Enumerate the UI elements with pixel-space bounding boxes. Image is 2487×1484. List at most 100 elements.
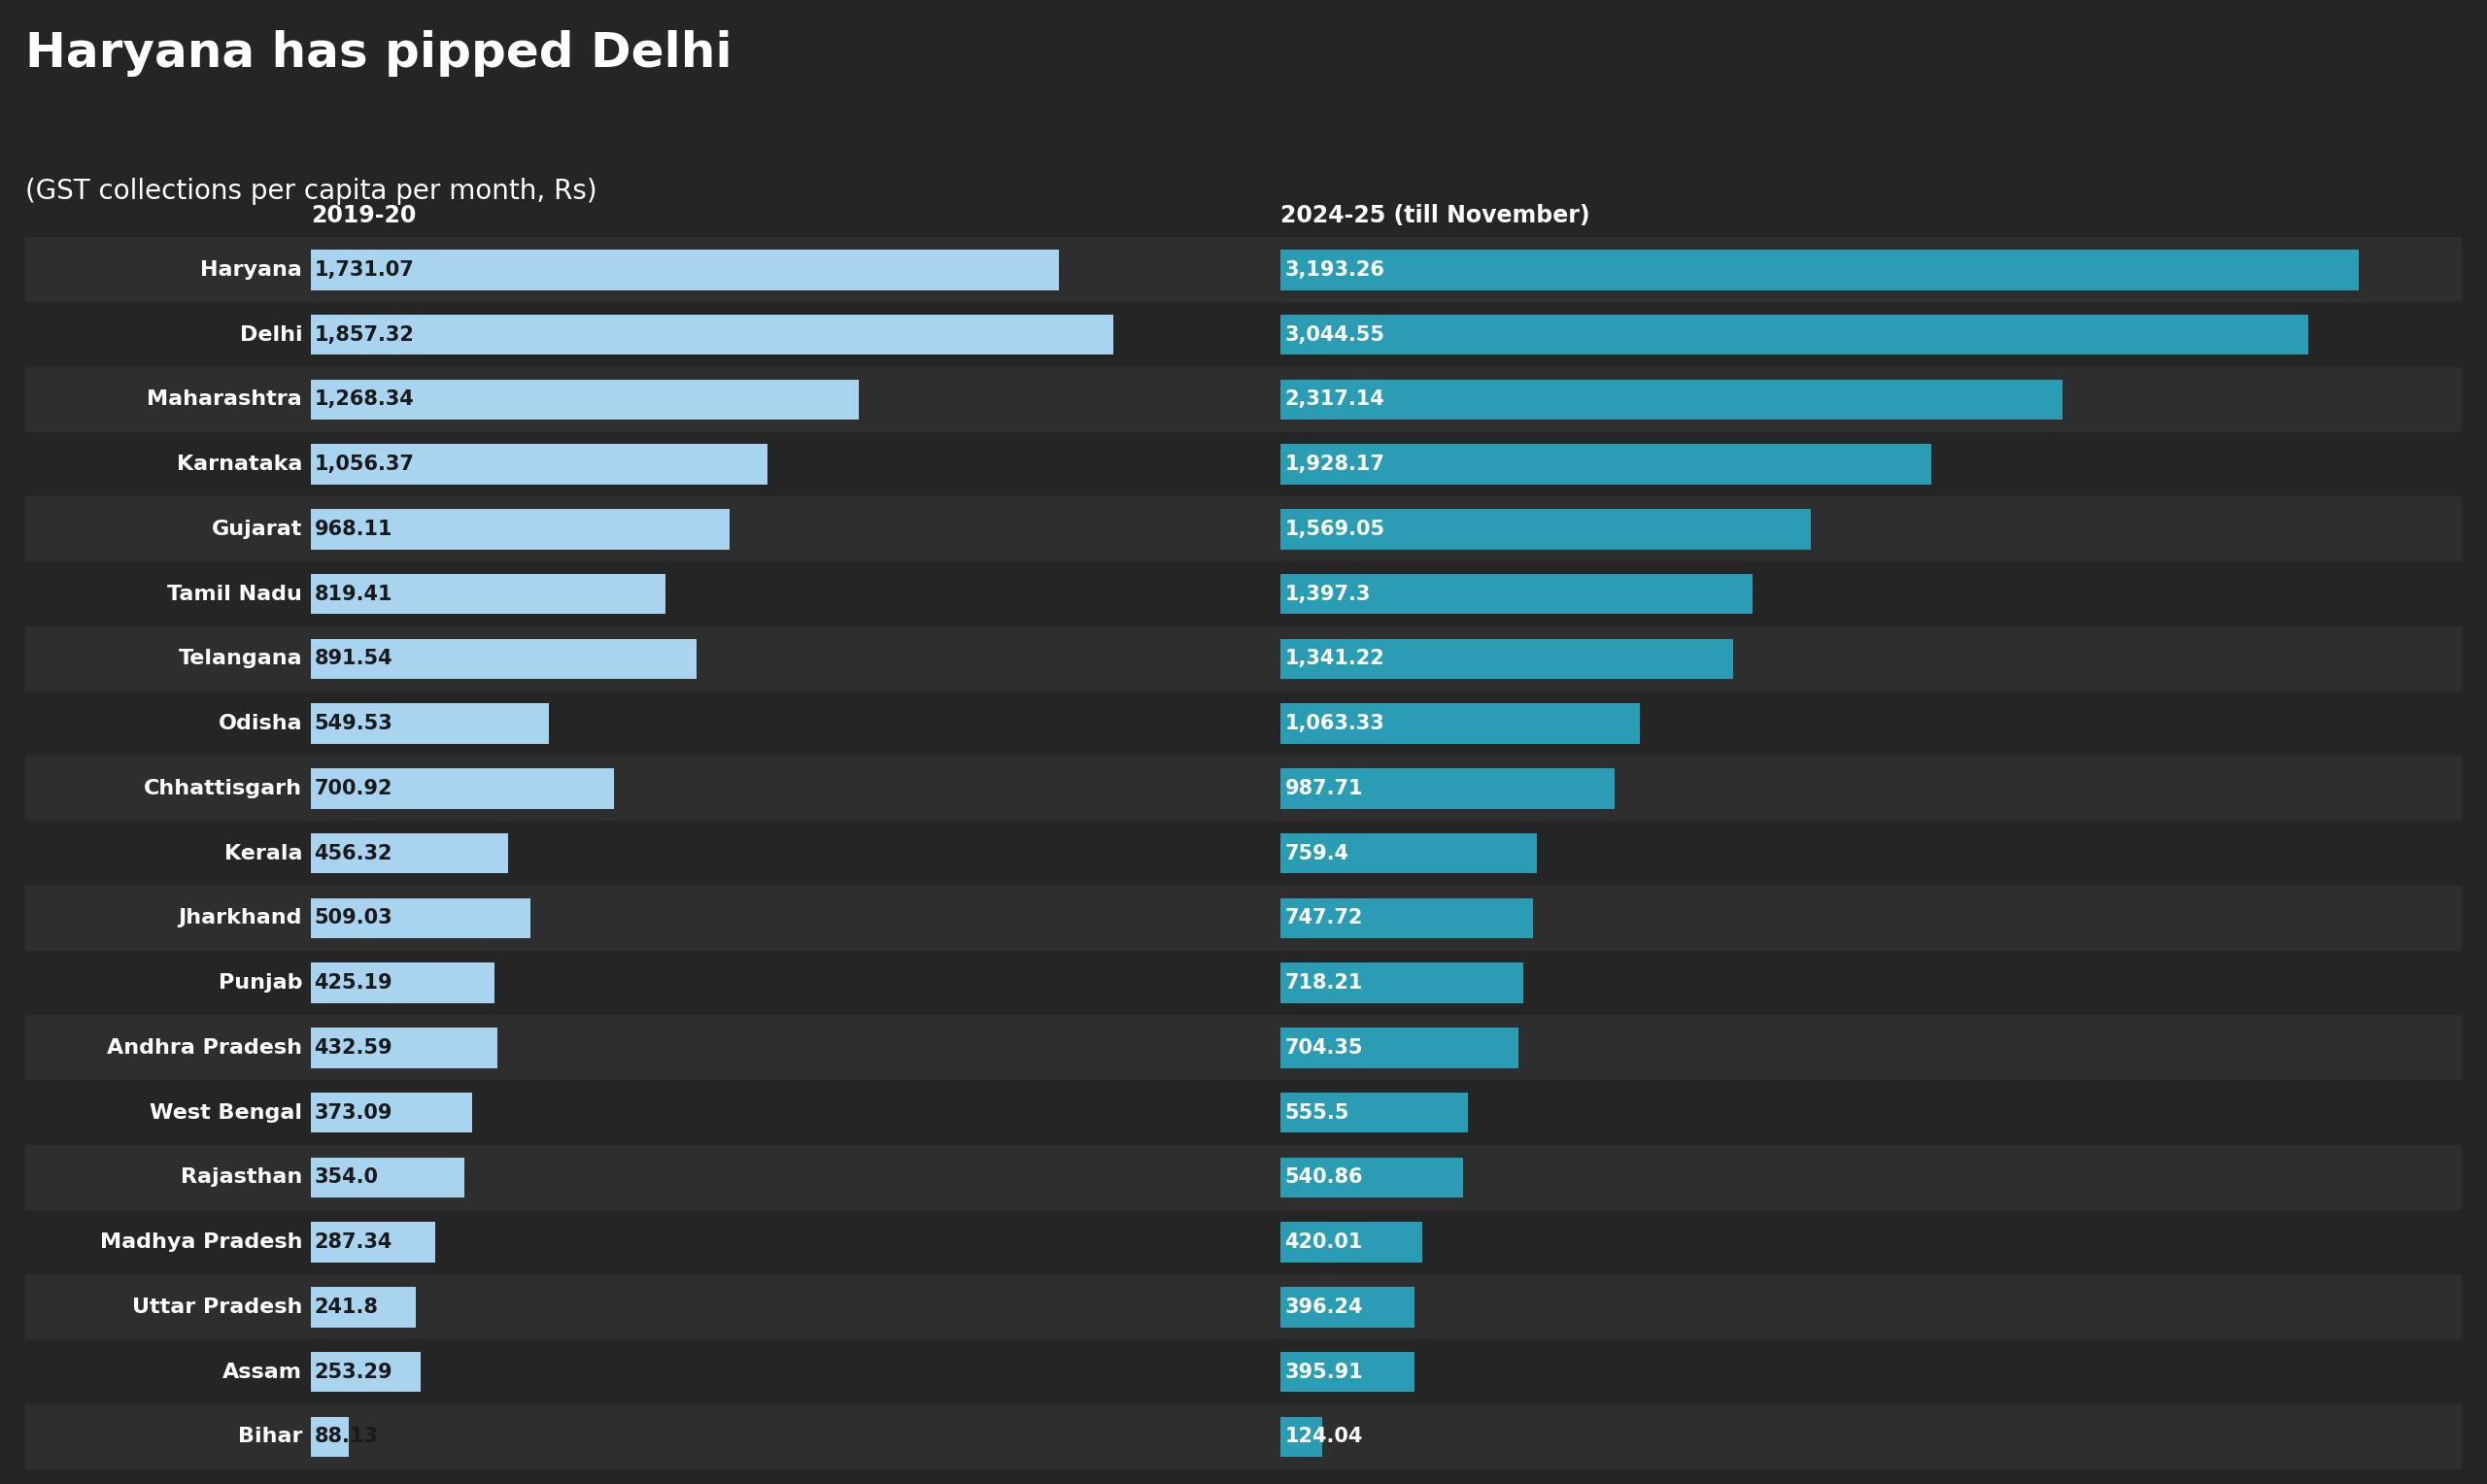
Bar	[1281, 1275, 2462, 1340]
Bar	[1281, 1417, 1323, 1457]
Bar	[311, 703, 550, 743]
Text: 1,063.33: 1,063.33	[1286, 714, 1385, 733]
Bar	[1281, 561, 2462, 626]
Bar	[1281, 367, 2462, 432]
Text: 354.0: 354.0	[313, 1168, 378, 1187]
Bar	[1219, 497, 1281, 561]
Bar	[25, 303, 311, 367]
Bar	[311, 249, 1059, 289]
Bar	[1281, 703, 1639, 743]
Text: 3,193.26: 3,193.26	[1286, 260, 1385, 279]
Bar	[311, 951, 1219, 1015]
Bar	[25, 1275, 311, 1340]
Bar	[25, 692, 311, 755]
Bar	[1281, 769, 1614, 809]
Bar	[1281, 1352, 1415, 1392]
Bar	[1219, 561, 1281, 626]
Bar	[1219, 303, 1281, 367]
Bar	[311, 1287, 415, 1327]
Text: West Bengal: West Bengal	[149, 1103, 303, 1122]
Text: 1,731.07: 1,731.07	[313, 260, 415, 279]
Bar	[1281, 249, 2358, 289]
Bar	[311, 367, 1219, 432]
Bar	[311, 432, 1219, 497]
Bar	[1281, 1404, 2462, 1469]
Text: 1,341.22: 1,341.22	[1286, 649, 1385, 668]
Text: 241.8: 241.8	[313, 1297, 378, 1316]
Text: 540.86: 540.86	[1286, 1168, 1363, 1187]
Text: 1,857.32: 1,857.32	[313, 325, 415, 344]
Bar	[1281, 626, 2462, 692]
Text: 3,044.55: 3,044.55	[1286, 325, 1385, 344]
Bar	[1281, 898, 1532, 938]
Bar	[1219, 886, 1281, 951]
Text: (GST collections per capita per month, Rs): (GST collections per capita per month, R…	[25, 178, 597, 205]
Bar	[311, 1223, 435, 1263]
Text: Haryana has pipped Delhi: Haryana has pipped Delhi	[25, 30, 731, 76]
Text: 1,397.3: 1,397.3	[1286, 585, 1370, 604]
Bar	[311, 1028, 497, 1068]
Bar	[311, 380, 858, 420]
Text: Gujarat: Gujarat	[211, 519, 303, 539]
Bar	[311, 769, 614, 809]
Text: 1,268.34: 1,268.34	[313, 390, 415, 410]
Text: Punjab: Punjab	[219, 974, 303, 993]
Bar	[1281, 1092, 1467, 1132]
Text: Assam: Assam	[224, 1362, 303, 1382]
Bar	[1219, 1275, 1281, 1340]
Bar	[1281, 963, 1522, 1003]
Bar	[25, 432, 311, 497]
Bar	[311, 821, 1219, 886]
Bar	[311, 833, 507, 874]
Bar	[311, 561, 1219, 626]
Bar	[1281, 755, 2462, 821]
Bar	[1281, 1028, 1520, 1068]
Text: 425.19: 425.19	[313, 974, 393, 993]
Bar	[311, 755, 1219, 821]
Bar	[311, 886, 1219, 951]
Bar	[1281, 497, 2462, 561]
Text: 1,569.05: 1,569.05	[1286, 519, 1385, 539]
Bar	[25, 1015, 311, 1080]
Bar	[1281, 1146, 2462, 1209]
Bar	[1219, 1404, 1281, 1469]
Bar	[1219, 821, 1281, 886]
Text: 88.13: 88.13	[313, 1428, 378, 1447]
Bar	[1281, 1015, 2462, 1080]
Bar	[1281, 574, 1753, 614]
Bar	[311, 574, 664, 614]
Bar	[1281, 380, 2062, 420]
Text: 759.4: 759.4	[1286, 843, 1348, 864]
Bar	[311, 898, 530, 938]
Bar	[1219, 951, 1281, 1015]
Text: 555.5: 555.5	[1286, 1103, 1350, 1122]
Bar	[25, 755, 311, 821]
Text: 819.41: 819.41	[313, 585, 393, 604]
Bar	[311, 1158, 465, 1198]
Bar	[1219, 1080, 1281, 1146]
Text: 253.29: 253.29	[313, 1362, 393, 1382]
Bar	[311, 638, 696, 678]
Bar	[311, 1146, 1219, 1209]
Bar	[1281, 432, 2462, 497]
Text: 704.35: 704.35	[1286, 1039, 1363, 1058]
Bar	[1219, 1146, 1281, 1209]
Bar	[1281, 444, 1932, 484]
Text: 968.11: 968.11	[313, 519, 393, 539]
Text: 2,317.14: 2,317.14	[1286, 390, 1385, 410]
Bar	[1281, 821, 2462, 886]
Text: 747.72: 747.72	[1286, 908, 1363, 928]
Bar	[311, 1080, 1219, 1146]
Text: 456.32: 456.32	[313, 843, 393, 864]
Text: Telangana: Telangana	[179, 649, 303, 668]
Text: Odisha: Odisha	[219, 714, 303, 733]
Text: 987.71: 987.71	[1286, 779, 1363, 798]
Bar	[311, 497, 1219, 561]
Bar	[1281, 237, 2462, 303]
Text: Jharkhand: Jharkhand	[179, 908, 303, 928]
Bar	[1281, 638, 1733, 678]
Bar	[25, 626, 311, 692]
Text: 509.03: 509.03	[313, 908, 393, 928]
Bar	[311, 1209, 1219, 1275]
Bar	[25, 1209, 311, 1275]
